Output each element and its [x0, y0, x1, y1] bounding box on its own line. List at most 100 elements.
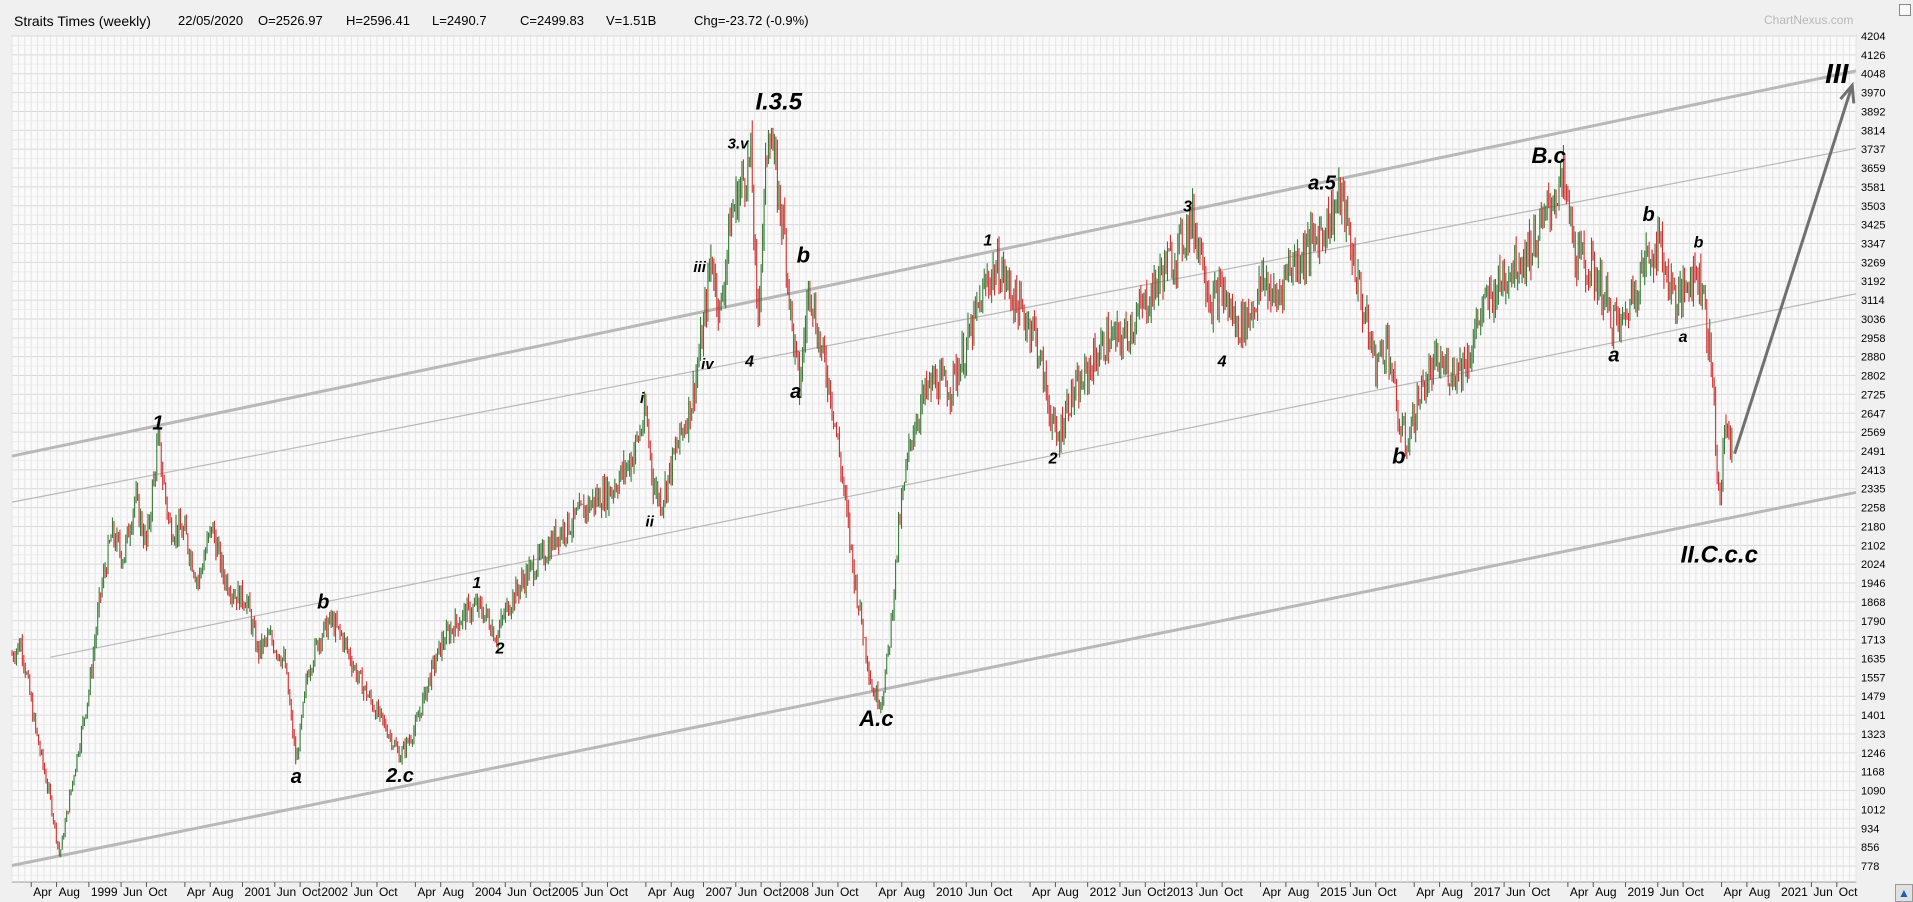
- y-tick-label: 2413: [1861, 465, 1885, 477]
- wave-label: 4: [744, 353, 754, 370]
- volume-value: V=1.51B: [606, 13, 657, 28]
- change-value: Chg=-23.72 (-0.9%): [694, 13, 809, 28]
- y-tick-label: 3659: [1861, 163, 1885, 175]
- close-value: C=2499.83: [520, 13, 584, 28]
- y-tick-label: 3970: [1861, 88, 1885, 100]
- x-tick-label: Aug: [904, 885, 925, 899]
- x-tick-label: Jun: [277, 885, 296, 899]
- x-tick-label: Aug: [443, 885, 464, 899]
- wave-label: II.C.c.c: [1681, 542, 1758, 569]
- y-tick-label: 2725: [1861, 389, 1885, 401]
- wave-label: a: [291, 766, 302, 788]
- scroll-up-icon[interactable]: ▲: [1895, 884, 1913, 902]
- chart-title: Straits Times (weekly): [14, 13, 151, 29]
- x-tick-label: Apr: [1416, 885, 1435, 899]
- x-tick-label: Aug: [1595, 885, 1616, 899]
- wave-label: 2: [494, 641, 504, 658]
- projection-arrow: [1733, 84, 1854, 455]
- x-tick-label: Oct: [302, 885, 321, 899]
- y-tick-label: 778: [1861, 861, 1879, 873]
- x-tick-label: 2015: [1320, 885, 1347, 899]
- y-tick-label: 1946: [1861, 578, 1885, 590]
- y-tick-label: 2335: [1861, 484, 1885, 496]
- wave-label: i: [640, 390, 645, 407]
- y-tick-label: 1246: [1861, 748, 1885, 760]
- x-tick-label: Aug: [212, 885, 233, 899]
- x-tick-label: Apr: [1570, 885, 1589, 899]
- y-tick-label: 856: [1861, 842, 1879, 854]
- wave-label: 1: [983, 232, 992, 249]
- wave-label: III: [1825, 58, 1850, 89]
- x-tick-label: 2008: [782, 885, 809, 899]
- y-tick-label: 3503: [1861, 201, 1885, 213]
- wave-label: iii: [693, 259, 706, 276]
- y-tick-label: 3036: [1861, 314, 1885, 326]
- watermark: ChartNexus.com: [1764, 13, 1854, 27]
- wave-label: 1: [472, 575, 481, 592]
- y-tick-label: 4048: [1861, 69, 1885, 81]
- bar-date: 22/05/2020: [178, 13, 244, 28]
- x-tick-label: 1999: [91, 885, 118, 899]
- x-tick-label: Oct: [1531, 885, 1550, 899]
- x-tick-label: 2002: [321, 885, 348, 899]
- wave-label: iv: [701, 356, 715, 373]
- high-value: H=2596.41: [346, 13, 410, 28]
- y-tick-label: 1635: [1861, 654, 1885, 666]
- y-tick-label: 2647: [1861, 408, 1885, 420]
- x-tick-label: Jun: [738, 885, 757, 899]
- y-tick-label: 2180: [1861, 521, 1885, 533]
- y-tick-label: 1168: [1861, 767, 1885, 779]
- wave-label: 3.v: [728, 135, 751, 152]
- wave-label: a.5: [1308, 173, 1337, 195]
- x-tick-label: Apr: [1032, 885, 1051, 899]
- y-tick-label: 2258: [1861, 503, 1885, 515]
- x-tick-label: Aug: [1057, 885, 1078, 899]
- x-tick-label: 2005: [552, 885, 579, 899]
- y-tick-label: 3192: [1861, 276, 1885, 288]
- x-tick-label: Oct: [840, 885, 859, 899]
- x-tick-label: Oct: [1224, 885, 1243, 899]
- wave-label: ii: [646, 513, 655, 530]
- x-tick-label: Oct: [763, 885, 782, 899]
- x-tick-label: Oct: [1685, 885, 1704, 899]
- y-tick-label: 3737: [1861, 144, 1885, 156]
- wave-label: b: [1392, 443, 1405, 468]
- y-tick-label: 2102: [1861, 540, 1885, 552]
- chart-header: Straits Times (weekly) 22/05/2020 O=2526…: [0, 0, 1913, 34]
- x-tick-label: 2001: [245, 885, 272, 899]
- wave-label: 3: [1183, 198, 1192, 215]
- x-tick-label: Apr: [1263, 885, 1282, 899]
- trend-channel-line: [11, 69, 1857, 458]
- y-tick-label: 3581: [1861, 182, 1885, 194]
- x-tick-label: Apr: [1724, 885, 1743, 899]
- wave-label: B.c: [1532, 143, 1566, 168]
- x-tick-label: 2004: [475, 885, 502, 899]
- y-tick-label: 1557: [1861, 672, 1885, 684]
- x-tick-label: Jun: [1122, 885, 1141, 899]
- y-tick-label: 1479: [1861, 691, 1885, 703]
- open-value: O=2526.97: [258, 13, 323, 28]
- x-tick-label: Oct: [609, 885, 628, 899]
- y-tick-label: 2958: [1861, 333, 1885, 345]
- y-tick-label: 1323: [1861, 729, 1885, 741]
- x-tick-label: Jun: [968, 885, 987, 899]
- y-tick-label: 1090: [1861, 786, 1885, 798]
- x-tick-label: 2012: [1090, 885, 1117, 899]
- y-tick-label: 2491: [1861, 446, 1885, 458]
- wave-label: b: [1694, 235, 1704, 252]
- x-tick-label: Jun: [1660, 885, 1679, 899]
- x-tick-label: 2019: [1628, 885, 1655, 899]
- x-tick-label: Apr: [187, 885, 206, 899]
- x-tick-label: Jun: [815, 885, 834, 899]
- wave-label: 2.c: [385, 765, 414, 787]
- wave-label: A.c: [858, 706, 893, 731]
- wave-label: 1: [152, 412, 163, 434]
- x-tick-label: Jun: [1506, 885, 1525, 899]
- x-tick-label: 2021: [1781, 885, 1808, 899]
- low-value: L=2490.7: [432, 13, 487, 28]
- y-tick-label: 2802: [1861, 371, 1885, 383]
- x-tick-label: Apr: [878, 885, 897, 899]
- x-tick-label: Jun: [1352, 885, 1371, 899]
- window-resize-icon[interactable]: [1899, 4, 1911, 16]
